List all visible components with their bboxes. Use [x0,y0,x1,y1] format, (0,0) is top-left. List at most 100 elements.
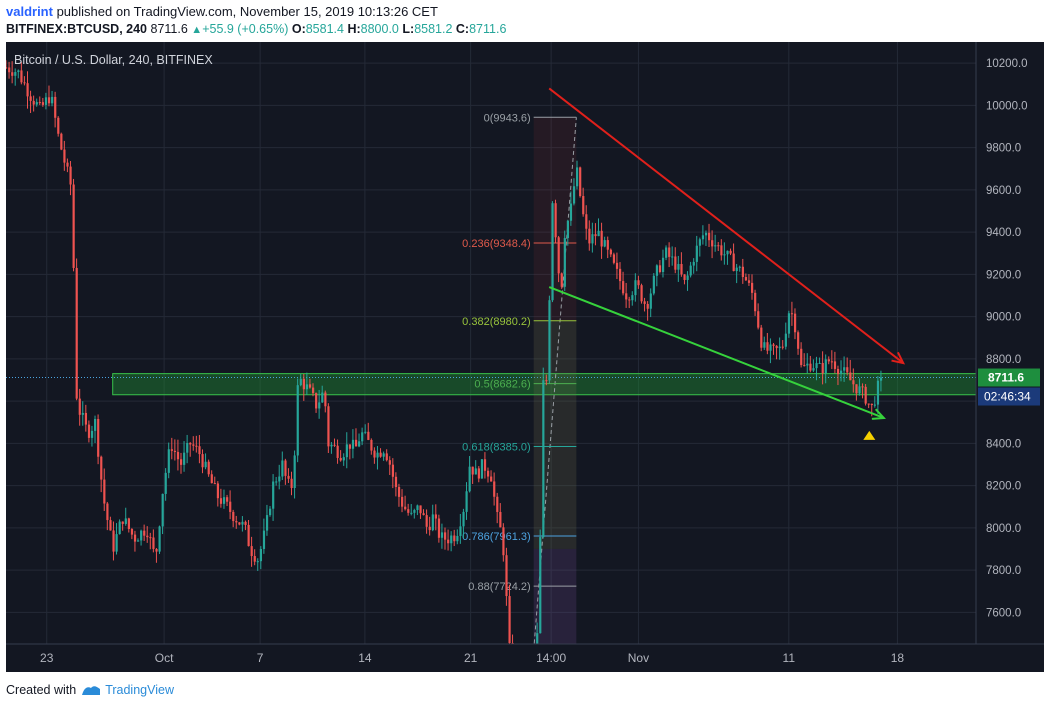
candle-body [275,481,278,483]
candle-body [496,496,499,512]
candle-body [75,267,78,399]
candle-body [315,393,318,409]
price-tick-label: 9200.0 [986,269,1021,281]
candle-body [361,432,364,442]
candle-body [471,466,474,475]
low-value: 8581.2 [414,22,453,36]
candle-body [440,532,444,538]
candle-body [597,230,600,237]
candle-body [373,450,376,458]
candle-body [416,505,419,511]
candle-body [229,501,232,512]
candle-body [480,459,484,479]
candle-body [726,250,729,255]
close-label: C: [455,22,470,36]
candle-body [720,245,723,256]
candle-body [698,239,702,246]
symbol-name: BITFINEX:BTCUSD [6,22,120,36]
price-tick-label: 10200.0 [986,58,1028,70]
candle-body [833,361,837,369]
tradingview-logo-icon [82,686,101,695]
candle-body [723,254,726,256]
candle-body [133,534,137,542]
candle-body [370,439,373,451]
candle-body [769,344,772,351]
time-tick-label: 7 [257,651,264,665]
candle-body [256,561,259,563]
candle-body [29,96,32,101]
candle-body [385,453,388,461]
candle-body [348,444,352,449]
candle-body [600,230,603,247]
candle-body [422,513,425,516]
candle-body [336,445,339,458]
candle-body [290,478,293,489]
candle-body [330,444,333,447]
candle-body [803,365,806,367]
interval-label: , 240 [119,22,148,36]
candle-body [250,546,253,557]
price-axis-background [976,42,1044,644]
candle-body [566,220,570,239]
fib-level-label: 0.5(8682.6) [474,379,530,391]
candle-body [661,257,665,273]
candle-body [20,70,23,83]
candle-body [695,245,698,262]
candle-body [855,384,858,394]
tradingview-brand-link[interactable]: TradingView [105,683,174,697]
high-value: 8800.0 [360,22,399,36]
candle-body [345,444,348,458]
candle-body [456,535,459,542]
candle-body [490,476,493,482]
price-chart[interactable]: 0(9943.6) 0.236(9348.4) 0.382(8980.2) 0.5(8… [6,42,1044,672]
publisher-username[interactable]: valdrint [6,4,53,19]
candle-body [462,511,465,527]
candle-body [170,449,173,451]
candle-body [235,521,238,523]
candle-body [324,392,327,407]
fib-level-label: 0(9943.6) [484,112,531,124]
candle-body [100,456,103,480]
candle-body [637,280,640,286]
candle-body [797,332,800,349]
candle-body [41,102,45,105]
publisher-line: valdrint published on TradingView.com, N… [6,4,438,19]
low-label: L: [402,22,415,36]
candle-body [17,70,20,73]
candle-body [643,301,646,304]
time-tick-label: 14:00 [536,651,566,665]
candle-body [158,526,161,552]
support-arrow-icon [871,408,886,420]
resistance-trendline [548,87,904,364]
candle-body [729,250,732,254]
candle-body [94,418,97,431]
time-tick-label: 23 [40,651,54,665]
trendlines[interactable] [548,87,906,440]
candle-body [302,378,305,390]
candle-body [410,512,413,514]
candle-body [588,228,591,244]
candle-body [401,496,404,507]
price-axis[interactable]: 10200.0 10000.0 9800.0 9600.0 9400.0 9200.0 90… [975,42,1040,644]
candle-body [404,506,407,510]
candle-body [824,359,827,374]
candle-body [66,162,69,167]
time-axis[interactable]: 23 Oct 7 14 21 14:00 Nov 11 18 [6,643,1044,672]
candle-body [238,522,241,525]
candle-body [179,459,183,465]
candle-body [787,313,791,334]
candle-body [766,342,769,351]
candle-body [708,232,711,241]
candle-body [477,468,480,479]
candle-body [327,406,330,447]
candle-body [241,521,244,525]
candle-body [493,481,496,497]
candle-body [864,386,867,404]
last-price: 8711.6 [150,22,188,36]
candle-body [367,431,370,440]
candle-body [870,403,873,406]
candle-body [830,361,834,363]
candle-body [692,261,695,266]
candle-body [649,293,652,309]
candle-body [474,468,477,475]
